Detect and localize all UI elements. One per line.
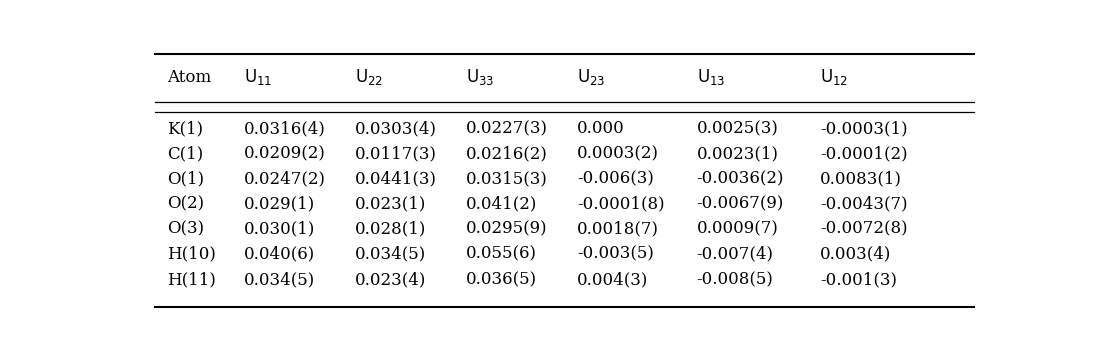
Text: 0.0315(3): 0.0315(3) <box>466 170 548 187</box>
Text: $\mathrm{U}_{12}$: $\mathrm{U}_{12}$ <box>820 67 848 87</box>
Text: 0.0216(2): 0.0216(2) <box>466 145 548 162</box>
Text: -0.007(4): -0.007(4) <box>697 246 774 263</box>
Text: -0.003(5): -0.003(5) <box>577 246 654 263</box>
Text: 0.0018(7): 0.0018(7) <box>577 221 659 238</box>
Text: -0.006(3): -0.006(3) <box>577 170 654 187</box>
Text: O(2): O(2) <box>167 196 205 212</box>
Text: 0.034(5): 0.034(5) <box>244 271 316 288</box>
Text: 0.034(5): 0.034(5) <box>356 246 426 263</box>
Text: -0.0003(1): -0.0003(1) <box>820 120 908 137</box>
Text: -0.0072(8): -0.0072(8) <box>820 221 908 238</box>
Text: 0.0117(3): 0.0117(3) <box>356 145 437 162</box>
Text: $\mathrm{U}_{11}$: $\mathrm{U}_{11}$ <box>244 67 272 87</box>
Text: 0.040(6): 0.040(6) <box>244 246 316 263</box>
Text: K(1): K(1) <box>167 120 204 137</box>
Text: $\mathrm{U}_{33}$: $\mathrm{U}_{33}$ <box>466 67 494 87</box>
Text: 0.0247(2): 0.0247(2) <box>244 170 326 187</box>
Text: -0.008(5): -0.008(5) <box>697 271 773 288</box>
Text: $\mathrm{U}_{23}$: $\mathrm{U}_{23}$ <box>577 67 606 87</box>
Text: -0.0043(7): -0.0043(7) <box>820 196 908 212</box>
Text: 0.004(3): 0.004(3) <box>577 271 648 288</box>
Text: C(1): C(1) <box>167 145 204 162</box>
Text: 0.003(4): 0.003(4) <box>820 246 892 263</box>
Text: 0.0083(1): 0.0083(1) <box>820 170 902 187</box>
Text: 0.0316(4): 0.0316(4) <box>244 120 326 137</box>
Text: -0.0001(2): -0.0001(2) <box>820 145 908 162</box>
Text: 0.0009(7): 0.0009(7) <box>697 221 778 238</box>
Text: 0.0441(3): 0.0441(3) <box>356 170 437 187</box>
Text: H(11): H(11) <box>167 271 217 288</box>
Text: 0.0025(3): 0.0025(3) <box>697 120 778 137</box>
Text: 0.036(5): 0.036(5) <box>466 271 537 288</box>
Text: 0.000: 0.000 <box>577 120 624 137</box>
Text: 0.023(4): 0.023(4) <box>356 271 426 288</box>
Text: 0.0209(2): 0.0209(2) <box>244 145 326 162</box>
Text: 0.023(1): 0.023(1) <box>356 196 426 212</box>
Text: $\mathrm{U}_{13}$: $\mathrm{U}_{13}$ <box>697 67 724 87</box>
Text: 0.055(6): 0.055(6) <box>466 246 537 263</box>
Text: 0.0227(3): 0.0227(3) <box>466 120 548 137</box>
Text: O(3): O(3) <box>167 221 205 238</box>
Text: 0.0003(2): 0.0003(2) <box>577 145 659 162</box>
Text: Atom: Atom <box>167 69 211 86</box>
Text: 0.0295(9): 0.0295(9) <box>466 221 548 238</box>
Text: $\mathrm{U}_{22}$: $\mathrm{U}_{22}$ <box>356 67 383 87</box>
Text: 0.029(1): 0.029(1) <box>244 196 316 212</box>
Text: -0.0067(9): -0.0067(9) <box>697 196 784 212</box>
Text: O(1): O(1) <box>167 170 205 187</box>
Text: -0.0036(2): -0.0036(2) <box>697 170 784 187</box>
Text: 0.030(1): 0.030(1) <box>244 221 316 238</box>
Text: 0.041(2): 0.041(2) <box>466 196 537 212</box>
Text: -0.0001(8): -0.0001(8) <box>577 196 665 212</box>
Text: 0.0023(1): 0.0023(1) <box>697 145 778 162</box>
Text: 0.028(1): 0.028(1) <box>356 221 426 238</box>
Text: H(10): H(10) <box>167 246 217 263</box>
Text: 0.0303(4): 0.0303(4) <box>356 120 437 137</box>
Text: -0.001(3): -0.001(3) <box>820 271 897 288</box>
